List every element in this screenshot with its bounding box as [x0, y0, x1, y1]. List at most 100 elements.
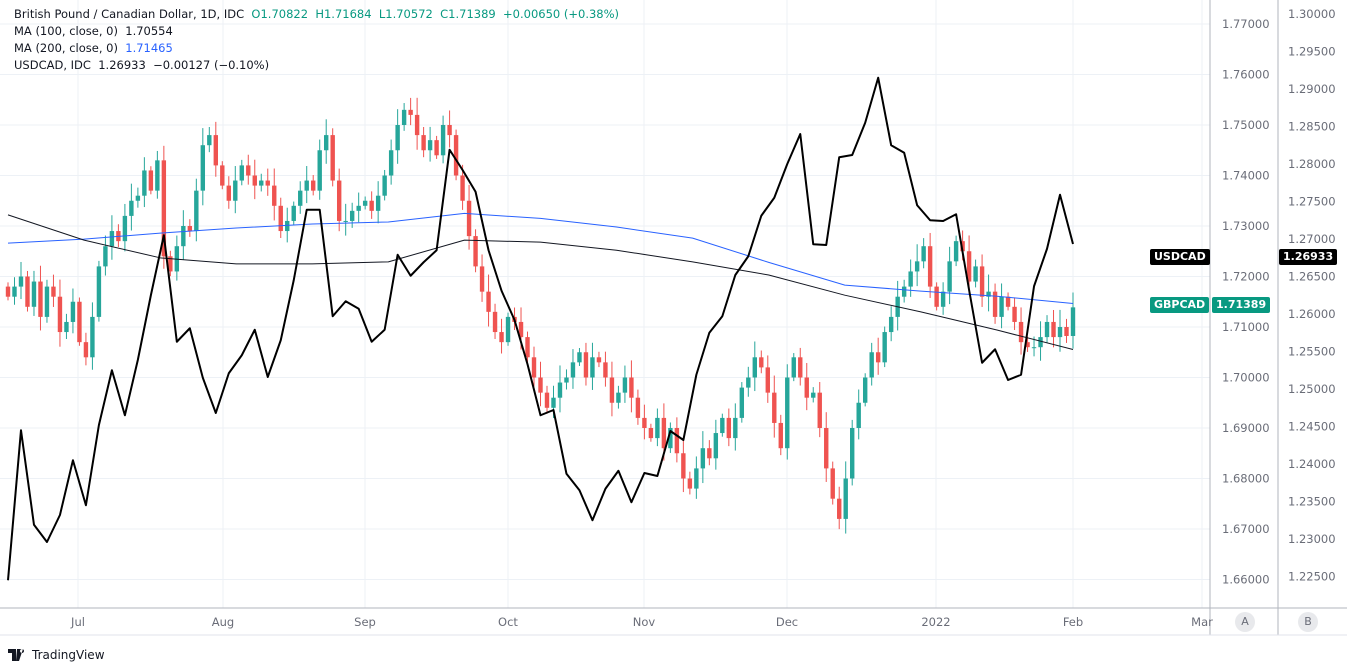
ohlc-change: +0.00650 (+0.38%): [503, 7, 620, 21]
candle-body: [1005, 296, 1011, 307]
candle-body: [434, 140, 439, 156]
candle-body: [453, 135, 459, 176]
left-axis-tick: 1.74000: [1222, 169, 1270, 183]
candle-body: [525, 337, 530, 358]
x-axis-tick: Dec: [776, 615, 798, 629]
candle-body: [778, 422, 783, 449]
candle-body: [914, 261, 920, 272]
candle-body: [1038, 337, 1043, 348]
candle-body: [1031, 347, 1037, 349]
candle-body: [440, 125, 446, 156]
legend: British Pound / Canadian Dollar, 1D, IDC…: [14, 6, 619, 74]
candle-body: [12, 286, 17, 297]
candle-body: [850, 428, 855, 479]
ohlc-open: O1.70822: [251, 7, 309, 21]
candle-body: [356, 205, 361, 211]
left-axis-tick: 1.73000: [1222, 219, 1270, 233]
candle-body: [739, 387, 745, 418]
candle-body: [551, 397, 556, 408]
candle-body: [927, 246, 933, 287]
left-axis-tick: 1.76000: [1222, 68, 1270, 82]
legend-main: British Pound / Canadian Dollar, 1D, IDC…: [14, 6, 619, 23]
candle-body: [414, 114, 420, 136]
legend-ma200[interactable]: MA (200, close, 0) 1.71465: [14, 40, 619, 57]
x-axis-tick: Jul: [70, 615, 85, 629]
candle-body: [349, 210, 355, 221]
candle-body: [687, 478, 693, 489]
candle-body: [746, 377, 751, 388]
candle-body: [226, 185, 231, 201]
candle-body: [785, 377, 790, 449]
candle-body: [486, 291, 491, 312]
right-axis-tick: 1.29500: [1288, 45, 1336, 59]
candle-body: [830, 468, 835, 499]
candle-body: [973, 266, 978, 282]
candle-body: [596, 357, 602, 363]
symbol-label: British Pound / Canadian Dollar, 1D, IDC: [14, 7, 245, 21]
candle-body: [733, 417, 738, 439]
x-axis-tick: Aug: [212, 615, 234, 629]
candle-body: [843, 478, 848, 519]
left-axis-tick: 1.66000: [1222, 573, 1270, 587]
candle-body: [291, 205, 296, 221]
candle-body: [135, 195, 141, 201]
ohlc-low: L1.70572: [378, 7, 433, 21]
candle-body: [603, 362, 608, 378]
candle-body: [330, 135, 335, 181]
candle-body: [564, 377, 569, 383]
ma100-label: MA (100, close, 0): [14, 24, 118, 38]
ma200-value: 1.71465: [125, 41, 173, 55]
candle-body: [83, 342, 89, 358]
brand-name: TradingView: [32, 648, 105, 662]
candle-body: [427, 140, 433, 151]
ma100-line: [7, 214, 1074, 351]
candle-body: [336, 180, 342, 221]
candle-body: [668, 428, 673, 449]
left-axis-tick: 1.67000: [1222, 522, 1270, 536]
left-axis-tick: 1.70000: [1222, 371, 1270, 385]
candle-body: [460, 175, 465, 201]
candle-body: [772, 392, 777, 423]
candle-body: [817, 392, 822, 428]
legend-ma100[interactable]: MA (100, close, 0) 1.70554: [14, 23, 619, 40]
candle-body: [148, 170, 154, 191]
candle-body: [466, 200, 472, 237]
b-scale-button[interactable]: B: [1298, 612, 1318, 632]
auto-scale-button[interactable]: A: [1235, 612, 1255, 632]
candle-body: [713, 433, 719, 459]
candle-body: [18, 276, 24, 287]
candle-body: [499, 332, 504, 343]
legend-usdcad[interactable]: USDCAD, IDC 1.26933 −0.00127 (−0.10%): [14, 57, 619, 74]
candle-body: [90, 316, 95, 358]
candle-body: [473, 236, 478, 267]
candle-body: [681, 453, 686, 479]
tradingview-logo[interactable]: TradingView: [8, 648, 105, 662]
candle-body: [752, 357, 757, 378]
candle-body: [31, 281, 37, 307]
candle-body: [44, 286, 50, 317]
candle-body: [161, 160, 167, 257]
candle-body: [362, 200, 368, 206]
candle-body: [538, 377, 543, 393]
candle-body: [142, 170, 147, 196]
candle-body: [759, 357, 764, 368]
candle-body: [25, 276, 30, 307]
candle-body: [901, 286, 907, 297]
usdcad-price-tag: 1.26933: [1279, 249, 1338, 265]
candle-body: [992, 291, 998, 317]
left-axis-tick: 1.77000: [1222, 17, 1270, 31]
right-axis-tick: 1.23000: [1288, 532, 1336, 546]
usdcad-line: [7, 76, 1074, 581]
candle-body: [837, 498, 842, 519]
candle-body: [479, 266, 485, 292]
candle-body: [629, 377, 634, 398]
ohlc-close: C1.71389: [440, 7, 496, 21]
candle-body: [57, 296, 63, 333]
candle-body: [655, 417, 660, 439]
right-axis-tick: 1.25500: [1288, 345, 1336, 359]
candle-body: [856, 402, 861, 428]
candle-body: [824, 428, 829, 469]
candle-body: [64, 321, 69, 333]
candle-body: [700, 448, 706, 469]
